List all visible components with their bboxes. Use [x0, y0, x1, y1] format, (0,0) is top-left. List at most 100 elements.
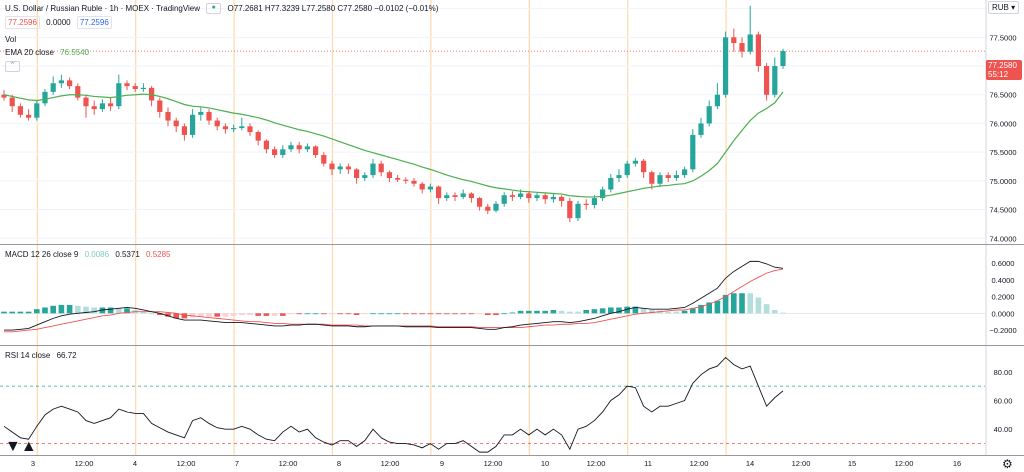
time-tick-label: 12:00 [484, 459, 503, 468]
price-grid [0, 8, 985, 239]
macd-histogram-bar [353, 313, 360, 316]
candle-body [26, 114, 32, 118]
macd-histogram-bar [608, 307, 614, 314]
macd-histogram-bar [1, 311, 7, 314]
time-tick-label: 12:00 [587, 459, 606, 468]
candle-body [108, 103, 114, 107]
macd-histogram-bar [534, 310, 540, 314]
rsi-line [3, 356, 784, 453]
candle-body [731, 37, 737, 44]
macd-histogram-bar [148, 313, 155, 315]
candle-body [780, 51, 786, 67]
macd-histogram-bar [9, 311, 15, 314]
macd-tick-label: −0.2000 [989, 326, 1016, 335]
macd-histogram-bar [403, 313, 409, 315]
macd-legend[interactable]: MACD 12 26 close 9 0.0086 0.5371 0.5285 [5, 250, 174, 260]
time-tick-label: 12:00 [690, 459, 709, 468]
candle-body [518, 193, 524, 197]
candle-body [755, 34, 761, 67]
macd-histogram-bar [280, 313, 286, 316]
collapse-legend-button[interactable]: ⌃ [5, 61, 24, 72]
candle-body [747, 34, 753, 52]
candle-body [403, 179, 409, 181]
candle-body [419, 183, 425, 190]
chevron-up-icon[interactable]: ⌃ [5, 61, 20, 72]
candle-body [165, 111, 171, 121]
rsi-pane [0, 356, 985, 453]
candle-body [132, 86, 138, 89]
bid-price[interactable]: 77.2596 [5, 16, 40, 29]
candle-body [600, 189, 606, 199]
ema-value: 76.5540 [60, 48, 90, 57]
candle-body [124, 83, 130, 87]
macd-histogram-bar [714, 300, 721, 314]
candle-body [690, 134, 696, 170]
macd-histogram-bar [255, 313, 261, 316]
macd-histogram-bar [763, 304, 770, 314]
candle-body [337, 166, 343, 170]
candle-body [9, 97, 15, 107]
macd-histogram-bar [288, 313, 294, 315]
macd-histogram-bar [222, 313, 229, 317]
macd-histogram-bar [526, 310, 532, 314]
candle-body [772, 66, 778, 95]
candle-body [214, 120, 220, 127]
ohlc-values: O77.2681 H77.3239 L77.2580 C77.2580 −0.0… [227, 3, 439, 13]
macd-histogram-bar [624, 306, 630, 314]
macd-histogram-bar [296, 313, 302, 315]
currency-label: RUB [992, 3, 1009, 12]
macd-histogram-bar [263, 313, 270, 316]
candle-body [239, 126, 245, 129]
macd-histogram-bar [485, 313, 491, 316]
macd-histogram-bar [468, 313, 475, 315]
macd-histogram-bar [444, 313, 450, 315]
candle-body [436, 186, 442, 199]
candle-body [608, 177, 614, 190]
candle-body [583, 203, 589, 205]
candle-body [83, 97, 89, 107]
volume-legend[interactable]: Vol [5, 35, 20, 45]
candle-body [673, 175, 679, 178]
candle-body [616, 175, 622, 178]
macd-tick-label: 0.0000 [992, 309, 1015, 318]
time-tick-label: 12:00 [792, 459, 811, 468]
macd-line [4, 260, 784, 331]
candle-body [247, 126, 253, 133]
macd-histogram-bar [722, 294, 729, 314]
candle-body [304, 146, 310, 150]
candle-body [181, 126, 187, 135]
macd-histogram-bar [698, 304, 704, 314]
candle-body [190, 114, 196, 135]
candle-body [698, 123, 704, 135]
macd-histogram-bar [34, 309, 40, 314]
time-tick-label: 4 [133, 459, 137, 468]
candle-body [395, 177, 401, 180]
price-tick-label: 76.5000 [989, 91, 1016, 100]
session-separators [36, 0, 727, 455]
candle-body [1, 94, 7, 98]
macd-histogram-bar [165, 313, 171, 317]
macd-histogram-bar [116, 308, 122, 314]
rsi-legend[interactable]: RSI 14 close 66.72 [5, 351, 81, 361]
spread-value: 0.0000 [46, 18, 71, 27]
candle-body [280, 149, 286, 156]
market-status-icon[interactable]: ● [206, 3, 222, 14]
time-tick-label: 8 [337, 459, 341, 468]
macd-histogram-bar [17, 311, 24, 314]
macd-histogram-bar [124, 308, 130, 314]
macd-label: MACD 12 26 close 9 [5, 250, 79, 259]
price-tick-label: 75.0000 [989, 177, 1016, 186]
ema-legend[interactable]: EMA 20 close 76.5540 [5, 48, 93, 58]
candle-body [444, 195, 450, 199]
currency-button[interactable]: RUB ▾ [988, 1, 1020, 14]
macd-hist-value: 0.0086 [84, 250, 110, 259]
macd-histogram-bar [91, 307, 97, 314]
candle-body [34, 103, 40, 118]
macd-histogram-bar [665, 311, 671, 314]
candle-body [354, 169, 360, 178]
ask-price[interactable]: 77.2596 [76, 16, 112, 29]
current-price-marker: 77.2580 55:12 [986, 60, 1022, 80]
gear-icon[interactable]: ⚙ [1002, 457, 1013, 471]
